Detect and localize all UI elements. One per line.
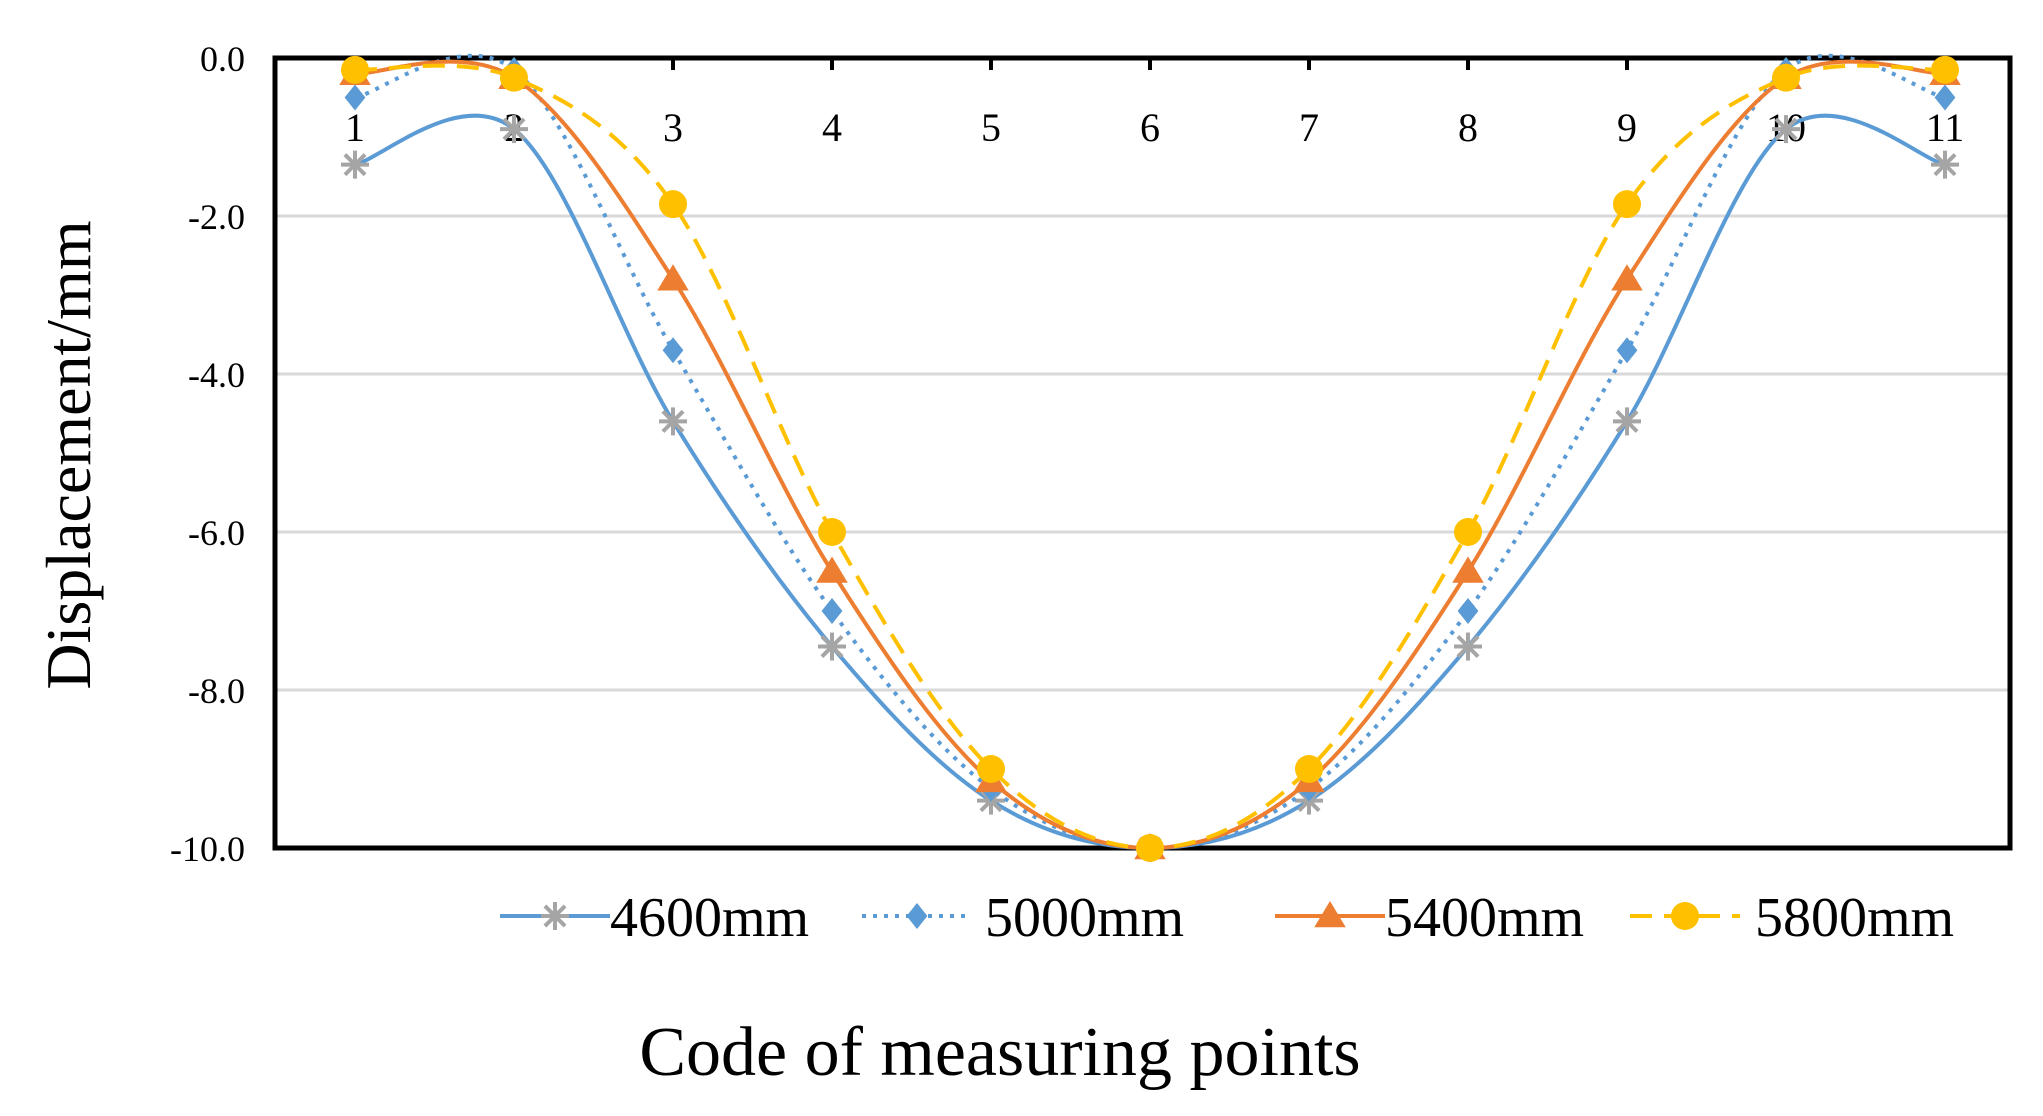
y-tick-label: -10.0 (170, 829, 245, 869)
data-point (1616, 337, 1638, 364)
data-point (1613, 190, 1641, 219)
data-point (1931, 55, 1959, 84)
gridlines (275, 214, 2010, 692)
series-line (354, 59, 1946, 851)
legend-item: 5000mm (862, 887, 1184, 949)
data-point (659, 407, 687, 436)
x-tick-label: 9 (1617, 105, 1637, 150)
x-tick-label: 3 (663, 105, 683, 150)
x-tick-label: 7 (1299, 105, 1319, 150)
x-tick-label: 1 (345, 105, 365, 150)
legend-label: 4600mm (610, 887, 809, 949)
data-point (1295, 755, 1323, 783)
data-point (1611, 264, 1643, 291)
data-point (977, 755, 1005, 783)
data-point (1772, 63, 1800, 92)
x-tick-label: 4 (822, 105, 842, 150)
legend: 4600mm 5000mm 5400mm 5800mm (500, 887, 1954, 949)
data-point (818, 518, 846, 546)
legend-item: 5400mm (1275, 887, 1584, 949)
data-point (1136, 834, 1164, 862)
data-point (1934, 84, 1956, 111)
series-5400mm (339, 58, 1961, 860)
data-point (1931, 150, 1959, 179)
series-layer (339, 53, 1961, 862)
data-point (1457, 598, 1479, 624)
legend-item: 4600mm (500, 887, 809, 949)
y-tick-label: 0.0 (200, 39, 245, 79)
x-tick-label: 5 (981, 105, 1001, 150)
y-tick-label: -8.0 (188, 671, 245, 711)
x-tick-label: 11 (1926, 105, 1965, 150)
y-axis-ticks: 0.0 -2.0 -4.0 -6.0 -8.0 -10.0 (170, 39, 245, 869)
data-point (659, 190, 687, 219)
data-point (1454, 632, 1482, 661)
y-tick-label: -4.0 (188, 355, 245, 395)
legend-marker (1314, 901, 1346, 928)
series-line (354, 53, 1946, 851)
data-point (821, 598, 843, 624)
series-line (354, 113, 1946, 851)
data-point (662, 337, 684, 364)
data-point (344, 84, 366, 111)
series-line (354, 63, 1946, 851)
legend-marker (906, 903, 928, 929)
legend-item: 5800mm (1630, 887, 1954, 949)
data-point (341, 150, 369, 179)
y-axis-label: Displacement/mm (33, 220, 104, 689)
series-5800mm (341, 55, 1959, 862)
x-axis-label: Code of measuring points (639, 1014, 1360, 1091)
data-point (657, 264, 689, 291)
legend-label: 5000mm (985, 887, 1184, 949)
data-point (341, 55, 369, 84)
x-axis-ticks: 1234567891011 (345, 58, 1964, 150)
data-point (1452, 556, 1484, 583)
legend-label: 5400mm (1385, 887, 1584, 949)
series-5000mm (344, 53, 1956, 861)
legend-marker (1671, 902, 1699, 930)
y-tick-label: -2.0 (188, 197, 245, 237)
data-point (1454, 518, 1482, 546)
data-point (1613, 407, 1641, 436)
legend-label: 5800mm (1755, 887, 1954, 949)
legend-marker (541, 902, 569, 930)
x-tick-label: 6 (1140, 105, 1160, 150)
data-point (500, 63, 528, 92)
data-point (1772, 115, 1800, 144)
series-4600mm (341, 113, 1959, 862)
y-tick-label: -6.0 (188, 513, 245, 553)
data-point (818, 632, 846, 661)
x-tick-label: 8 (1458, 105, 1478, 150)
data-point (500, 115, 528, 144)
data-point (816, 556, 848, 583)
